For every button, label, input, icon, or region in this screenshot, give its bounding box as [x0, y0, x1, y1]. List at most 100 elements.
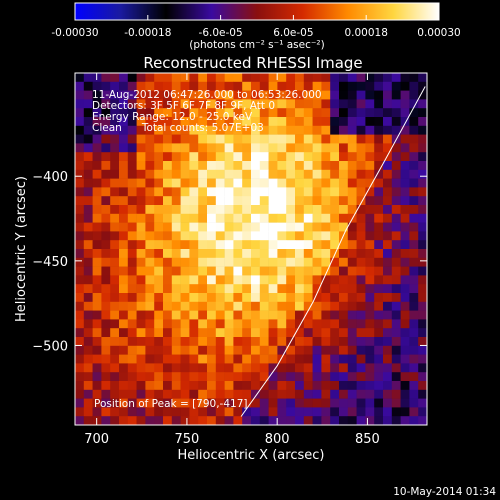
- heatmap-cell: [180, 178, 190, 188]
- heatmap-cells: [75, 73, 427, 425]
- heatmap-cell: [409, 213, 419, 223]
- heatmap-cell: [400, 196, 410, 206]
- heatmap-cell: [418, 240, 427, 250]
- heatmap-cell: [242, 125, 252, 135]
- heatmap-cell: [101, 240, 111, 250]
- heatmap-cell: [127, 73, 137, 83]
- heatmap-cell: [119, 354, 129, 364]
- heatmap-cell: [215, 354, 225, 364]
- heatmap-cell: [215, 178, 225, 188]
- heatmap-cell: [251, 407, 261, 417]
- heatmap-cell: [83, 407, 93, 417]
- heatmap-cell: [374, 301, 384, 311]
- heatmap-cell: [83, 416, 93, 425]
- heatmap-cell: [136, 249, 146, 259]
- heatmap-cell: [198, 99, 208, 109]
- heatmap-cell: [242, 187, 252, 197]
- heatmap-cell: [259, 275, 269, 285]
- heatmap-cell: [92, 328, 102, 338]
- heatmap-cell: [215, 213, 225, 223]
- heatmap-cell: [365, 319, 375, 329]
- heatmap-cell: [101, 169, 111, 179]
- heatmap-cell: [75, 328, 85, 338]
- heatmap-cell: [171, 266, 181, 276]
- heatmap-cell: [286, 319, 296, 329]
- heatmap-cell: [339, 310, 349, 320]
- heatmap-cell: [119, 73, 129, 83]
- heatmap-cell: [110, 125, 120, 135]
- heatmap-cell: [92, 187, 102, 197]
- heatmap-cell: [242, 389, 252, 399]
- heatmap-cell: [92, 354, 102, 364]
- heatmap-cell: [198, 266, 208, 276]
- heatmap-cell: [180, 152, 190, 162]
- heatmap-cell: [418, 143, 427, 153]
- heatmap-cell: [286, 398, 296, 408]
- heatmap-cell: [409, 328, 419, 338]
- heatmap-cell: [312, 205, 322, 215]
- heatmap-cell: [418, 363, 427, 373]
- heatmap-cell: [418, 372, 427, 382]
- heatmap-cell: [163, 345, 173, 355]
- heatmap-cell: [400, 257, 410, 267]
- heatmap-cell: [207, 319, 217, 329]
- heatmap-cell: [154, 407, 164, 417]
- heatmap-cell: [391, 169, 401, 179]
- heatmap-cell: [347, 169, 357, 179]
- heatmap-cell: [198, 178, 208, 188]
- heatmap-cell: [400, 231, 410, 241]
- heatmap-cell: [233, 354, 243, 364]
- heatmap-cell: [295, 284, 305, 294]
- heatmap-cell: [312, 196, 322, 206]
- heatmap-cell: [145, 178, 155, 188]
- annotation-total-counts: Clean Total counts: 5.07E+03: [92, 122, 264, 134]
- heatmap-cell: [383, 231, 393, 241]
- heatmap-cell: [330, 161, 340, 171]
- heatmap-cell: [233, 301, 243, 311]
- heatmap-cell: [400, 301, 410, 311]
- heatmap-cell: [224, 354, 234, 364]
- heatmap-cell: [365, 249, 375, 259]
- heatmap-cell: [233, 293, 243, 303]
- heatmap-cell: [374, 134, 384, 144]
- heatmap-cell: [383, 240, 393, 250]
- heatmap-cell: [295, 266, 305, 276]
- heatmap-cell: [180, 275, 190, 285]
- heatmap-cell: [277, 381, 287, 391]
- heatmap-cell: [312, 169, 322, 179]
- heatmap-cell: [215, 99, 225, 109]
- heatmap-cell: [83, 275, 93, 285]
- heatmap-cell: [312, 178, 322, 188]
- heatmap-cell: [339, 337, 349, 347]
- heatmap-cell: [136, 240, 146, 250]
- heatmap-cell: [136, 337, 146, 347]
- heatmap-cell: [286, 152, 296, 162]
- heatmap-cell: [409, 354, 419, 364]
- heatmap-cell: [391, 99, 401, 109]
- heatmap-cell: [312, 284, 322, 294]
- heatmap-cell: [268, 213, 278, 223]
- heatmap-cell: [409, 389, 419, 399]
- heatmap-cell: [171, 125, 181, 135]
- heatmap-cell: [268, 301, 278, 311]
- heatmap-cell: [75, 90, 85, 100]
- heatmap-cell: [242, 328, 252, 338]
- heatmap-cell: [251, 161, 261, 171]
- heatmap-cell: [277, 407, 287, 417]
- heatmap-cell: [356, 205, 366, 215]
- heatmap-cell: [339, 73, 349, 83]
- heatmap-cell: [101, 345, 111, 355]
- heatmap-cell: [312, 354, 322, 364]
- heatmap-cell: [136, 178, 146, 188]
- heatmap-cell: [207, 161, 217, 171]
- heatmap-cell: [391, 319, 401, 329]
- heatmap-cell: [189, 143, 199, 153]
- heatmap-cell: [374, 90, 384, 100]
- heatmap-cell: [321, 319, 331, 329]
- heatmap-cell: [215, 81, 225, 91]
- heatmap-cell: [83, 178, 93, 188]
- heatmap-cell: [347, 196, 357, 206]
- heatmap-cell: [303, 152, 313, 162]
- heatmap-cell: [400, 310, 410, 320]
